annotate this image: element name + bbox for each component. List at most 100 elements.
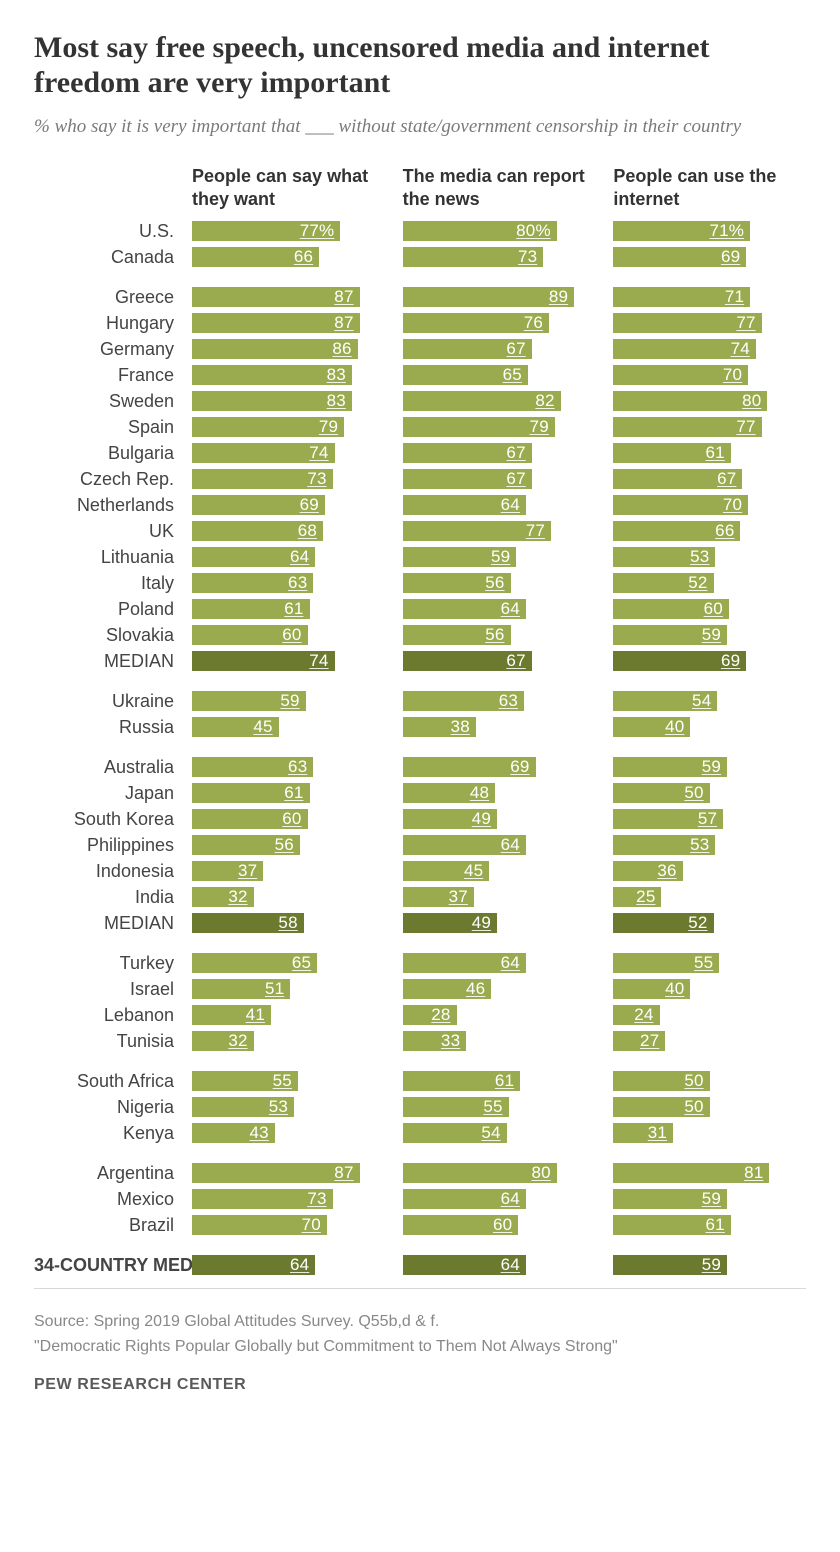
bar-cell: 66: [613, 518, 806, 544]
bar: 40: [613, 717, 690, 737]
chart-grid: People can say what they wantThe media c…: [34, 165, 806, 1278]
bar: 67: [403, 651, 532, 671]
bar-value: 53: [690, 835, 709, 855]
bar-value: 61: [284, 783, 303, 803]
bar: 79: [192, 417, 344, 437]
bar-value: 67: [506, 651, 525, 671]
bar-cell: 83: [192, 388, 385, 414]
bar: 86: [192, 339, 358, 359]
bar: 77: [403, 521, 551, 541]
bar: 67: [403, 339, 532, 359]
bar-cell: 50: [613, 1094, 806, 1120]
bar-cell: 77: [613, 310, 806, 336]
bar-cell: 61: [613, 1212, 806, 1238]
bar: 59: [613, 1189, 727, 1209]
bar: 37: [192, 861, 263, 881]
bar-value: 65: [292, 953, 311, 973]
bar-cell: 60: [192, 622, 385, 648]
bar-cell: 59: [613, 622, 806, 648]
bar-value: 56: [485, 573, 504, 593]
bar-cell: 49: [403, 806, 596, 832]
group-spacer: [34, 1238, 806, 1252]
bar-cell: 67: [403, 336, 596, 362]
bar-cell: 45: [403, 858, 596, 884]
bar-value: 53: [269, 1097, 288, 1117]
bar: 77%: [192, 221, 340, 241]
row-label-median: MEDIAN: [34, 648, 174, 674]
bar-value: 87: [334, 1163, 353, 1183]
group-spacer: [34, 1054, 806, 1068]
bar: 24: [613, 1005, 659, 1025]
bar-cell: 64: [192, 544, 385, 570]
bar: 64: [403, 835, 526, 855]
bar: 46: [403, 979, 492, 999]
bar-value: 80: [742, 391, 761, 411]
row-label: France: [34, 362, 174, 388]
bar: 60: [403, 1215, 519, 1235]
bar: 56: [192, 835, 300, 855]
bar: 87: [192, 287, 360, 307]
bar: 74: [192, 651, 335, 671]
bar-value: 69: [300, 495, 319, 515]
bar: 33: [403, 1031, 467, 1051]
bar: 56: [403, 625, 511, 645]
bar-cell: 80: [403, 1160, 596, 1186]
bar: 65: [192, 953, 317, 973]
bar-value: 50: [684, 1071, 703, 1091]
bar: 48: [403, 783, 495, 803]
bar-value: 71: [725, 287, 744, 307]
bar: 63: [192, 573, 313, 593]
bar-value: 59: [280, 691, 299, 711]
bar: 70: [192, 1215, 327, 1235]
bar-value: 79: [530, 417, 549, 437]
bar-cell: 28: [403, 1002, 596, 1028]
bar-cell: 52: [613, 910, 806, 936]
column-header: People can use the internet: [613, 165, 806, 218]
row-label: U.S.: [34, 218, 174, 244]
bar-cell: 69: [613, 244, 806, 270]
bar: 74: [192, 443, 335, 463]
bar-value: 64: [501, 599, 520, 619]
bar-cell: 56: [403, 622, 596, 648]
bar: 63: [192, 757, 313, 777]
row-label: Poland: [34, 596, 174, 622]
bar: 80: [403, 1163, 557, 1183]
bar: 50: [613, 1097, 709, 1117]
bar: 61: [613, 443, 731, 463]
bar-value: 28: [431, 1005, 450, 1025]
bar-cell: 86: [192, 336, 385, 362]
row-label: Netherlands: [34, 492, 174, 518]
bar-value: 83: [327, 391, 346, 411]
bar-cell: 46: [403, 976, 596, 1002]
bar-value: 31: [648, 1123, 667, 1143]
bar: 89: [403, 287, 574, 307]
bar-cell: 71%: [613, 218, 806, 244]
row-label: Kenya: [34, 1120, 174, 1146]
bar-cell: 79: [403, 414, 596, 440]
bar-value: 58: [278, 913, 297, 933]
bar-value: 64: [501, 495, 520, 515]
bar-cell: 55: [613, 950, 806, 976]
bar-value: 87: [334, 313, 353, 333]
row-label: South Africa: [34, 1068, 174, 1094]
bar: 70: [613, 365, 748, 385]
bar-value: 32: [228, 887, 247, 907]
bar-value: 73: [518, 247, 537, 267]
bar: 71: [613, 287, 750, 307]
bar-value: 33: [441, 1031, 460, 1051]
row-label: Lebanon: [34, 1002, 174, 1028]
bar: 57: [613, 809, 723, 829]
bar-cell: 53: [613, 832, 806, 858]
bar-value: 49: [472, 913, 491, 933]
bar: 87: [192, 1163, 360, 1183]
bar: 25: [613, 887, 661, 907]
row-label: Israel: [34, 976, 174, 1002]
bar: 65: [403, 365, 528, 385]
bar: 87: [192, 313, 360, 333]
bar-cell: 32: [192, 1028, 385, 1054]
bar-cell: 50: [613, 780, 806, 806]
bar-value: 64: [290, 1255, 309, 1275]
row-label: Philippines: [34, 832, 174, 858]
bar: 64: [403, 495, 526, 515]
bar-cell: 64: [403, 832, 596, 858]
